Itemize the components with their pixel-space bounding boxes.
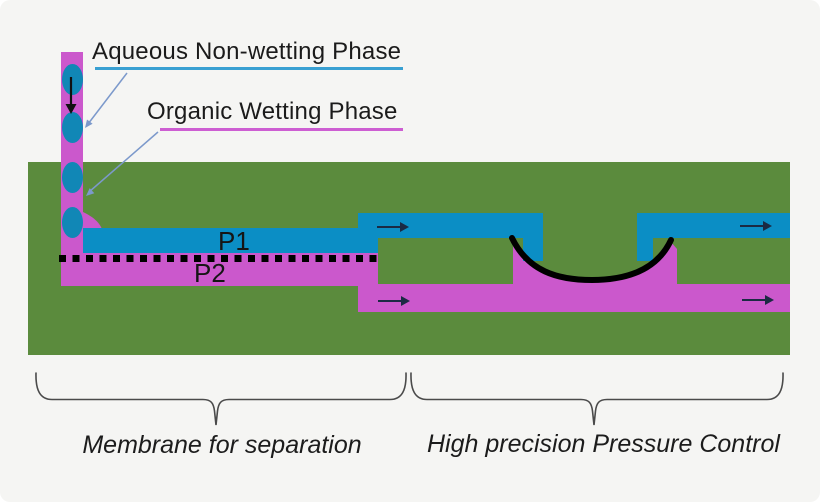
aqueous-upper-right-channel <box>637 213 790 238</box>
aqueous-underline <box>95 67 403 70</box>
p1-aqueous-channel <box>83 228 378 253</box>
organic-phase-label: Organic Wetting Phase <box>147 98 398 125</box>
aqueous-upper-left-channel <box>358 213 543 238</box>
aqueous-right-stub <box>637 237 653 261</box>
separation-membrane-dashed-line <box>59 255 378 262</box>
aqueous-droplet <box>62 162 83 193</box>
p2-pressure-label: P2 <box>194 258 226 288</box>
p1-pressure-label: P1 <box>218 226 250 256</box>
organic-outlet-channel <box>358 284 790 312</box>
aqueous-left-stub <box>523 237 543 261</box>
aqueous-droplet <box>62 112 83 143</box>
aqueous-droplet <box>62 64 83 95</box>
aqueous-droplet <box>62 207 83 238</box>
membrane-brace <box>35 372 407 426</box>
pressure-brace <box>410 372 784 426</box>
aqueous-phase-label: Aqueous Non-wetting Phase <box>92 38 402 65</box>
pressure-caption: High precision Pressure Control <box>427 430 780 458</box>
membrane-caption: Membrane for separation <box>82 431 362 459</box>
annotation-arrow-icon <box>85 72 128 128</box>
organic-underline <box>160 128 403 131</box>
